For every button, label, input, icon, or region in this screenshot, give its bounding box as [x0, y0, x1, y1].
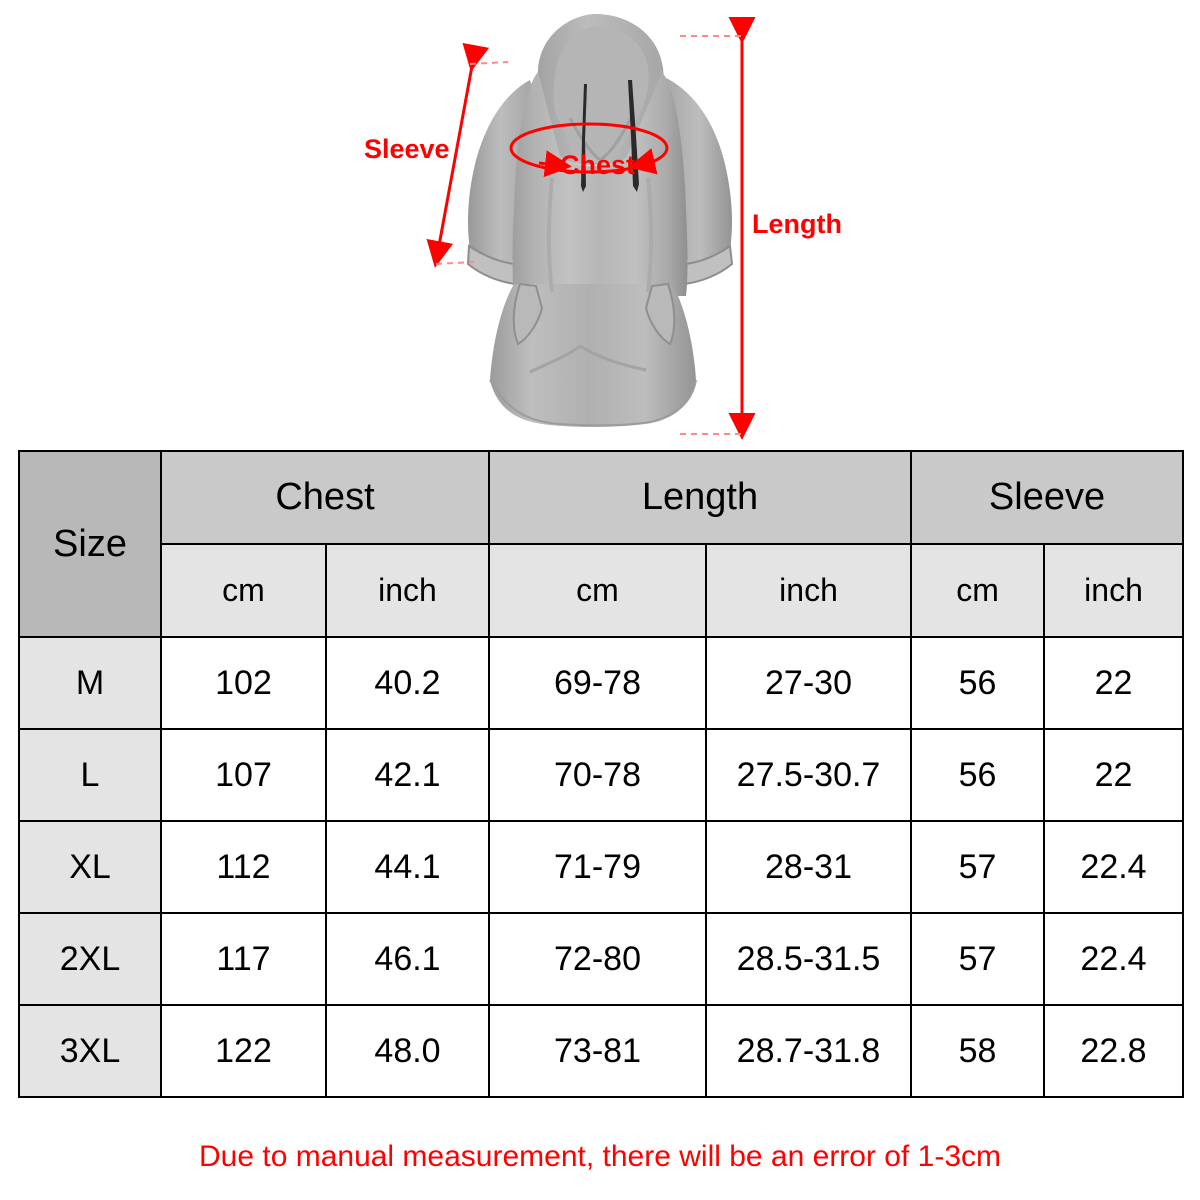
cell-length-inch: 28.7-31.8	[704, 1004, 913, 1098]
cell-sleeve-inch: 22	[1043, 636, 1185, 730]
cell-sleeve-cm: 57	[910, 820, 1046, 914]
cell-length-cm: 69-78	[488, 636, 707, 730]
size-chart-table: Size Chest Length Sleeve cm inch cm inch…	[18, 450, 1185, 1098]
header-group-length: Length	[487, 450, 913, 545]
table-row: 2XL 117 46.1 72-80 28.5-31.5 57 22.4	[18, 912, 1185, 1006]
cell-sleeve-inch: 22	[1043, 728, 1185, 822]
cell-size: L	[18, 728, 162, 822]
length-measure-arrow	[680, 17, 756, 440]
cell-size: 2XL	[18, 912, 162, 1006]
cell-chest-inch: 42.1	[325, 728, 490, 822]
cell-length-cm: 73-81	[488, 1004, 707, 1098]
cell-size: 3XL	[18, 1004, 162, 1098]
cell-length-cm: 72-80	[488, 912, 707, 1006]
cell-chest-inch: 40.2	[325, 636, 490, 730]
cell-length-inch: 28-31	[704, 820, 913, 914]
table-row: 3XL 122 48.0 73-81 28.7-31.8 58 22.8	[18, 1004, 1185, 1098]
header-group-sleeve: Sleeve	[910, 450, 1185, 545]
header-group-chest: Chest	[160, 450, 490, 545]
cell-chest-inch: 44.1	[325, 820, 490, 914]
cell-sleeve-cm: 56	[910, 636, 1046, 730]
cell-length-cm: 70-78	[488, 728, 707, 822]
header-sleeve-cm: cm	[910, 543, 1046, 638]
header-length-cm: cm	[488, 543, 707, 638]
cell-length-inch: 28.5-31.5	[704, 912, 913, 1006]
cell-chest-cm: 112	[160, 820, 327, 914]
table-row: XL 112 44.1 71-79 28-31 57 22.4	[18, 820, 1185, 914]
sleeve-label: Sleeve	[364, 134, 450, 164]
cell-sleeve-inch: 22.4	[1043, 912, 1185, 1006]
cell-sleeve-cm: 56	[910, 728, 1046, 822]
cell-chest-cm: 107	[160, 728, 327, 822]
cell-sleeve-cm: 58	[910, 1004, 1046, 1098]
cell-sleeve-cm: 57	[910, 912, 1046, 1006]
cell-chest-cm: 122	[160, 1004, 327, 1098]
cell-chest-inch: 48.0	[325, 1004, 490, 1098]
cell-sleeve-inch: 22.4	[1043, 820, 1185, 914]
header-length-inch: inch	[704, 543, 913, 638]
cell-length-cm: 71-79	[488, 820, 707, 914]
chest-label: Chest	[560, 150, 636, 180]
table-header-row-groups: Size Chest Length Sleeve	[18, 450, 1185, 638]
measurement-disclaimer: Due to manual measurement, there will be…	[198, 1140, 1002, 1173]
table-row: L 107 42.1 70-78 27.5-30.7 56 22	[18, 728, 1185, 822]
cell-chest-inch: 46.1	[325, 912, 490, 1006]
header-sleeve-inch: inch	[1043, 543, 1185, 638]
table-row: M 102 40.2 69-78 27-30 56 22	[18, 636, 1185, 730]
cell-size: XL	[18, 820, 162, 914]
cell-chest-cm: 117	[160, 912, 327, 1006]
header-chest-cm: cm	[160, 543, 327, 638]
cell-length-inch: 27-30	[704, 636, 913, 730]
cell-chest-cm: 102	[160, 636, 327, 730]
chest-measure-ellipse	[509, 122, 669, 178]
garment-illustration: Sleeve Chest Length	[0, 0, 1200, 450]
length-label: Length	[752, 209, 842, 239]
measurement-annotations-svg	[426, 17, 756, 440]
table-header-row-units: cm inch cm inch cm inch	[19, 543, 1185, 638]
cell-size: M	[18, 636, 162, 730]
cell-sleeve-inch: 22.8	[1043, 1004, 1185, 1098]
cell-length-inch: 27.5-30.7	[704, 728, 913, 822]
sleeve-measure-arrow	[426, 42, 509, 268]
header-size: Size	[18, 450, 162, 638]
header-chest-inch: inch	[325, 543, 490, 638]
